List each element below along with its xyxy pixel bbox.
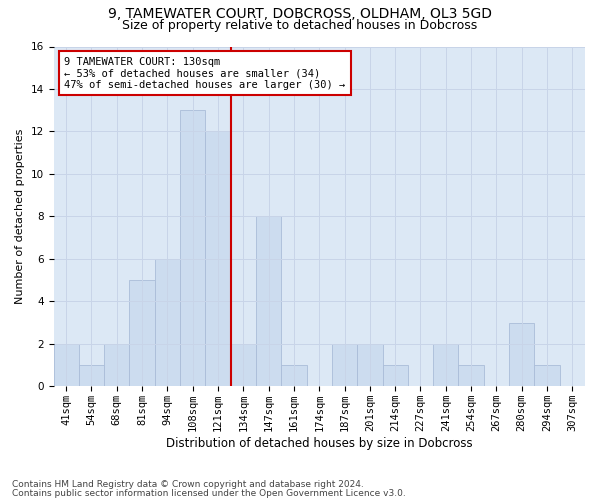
Text: 9 TAMEWATER COURT: 130sqm
← 53% of detached houses are smaller (34)
47% of semi-: 9 TAMEWATER COURT: 130sqm ← 53% of detac… [64, 56, 346, 90]
X-axis label: Distribution of detached houses by size in Dobcross: Distribution of detached houses by size … [166, 437, 473, 450]
Y-axis label: Number of detached properties: Number of detached properties [15, 128, 25, 304]
Bar [130, 280, 155, 386]
Text: Size of property relative to detached houses in Dobcross: Size of property relative to detached ho… [122, 18, 478, 32]
Bar [104, 344, 130, 387]
Bar [357, 344, 383, 387]
Text: 9, TAMEWATER COURT, DOBCROSS, OLDHAM, OL3 5GD: 9, TAMEWATER COURT, DOBCROSS, OLDHAM, OL… [108, 8, 492, 22]
Bar [155, 259, 180, 386]
Bar [79, 365, 104, 386]
Bar [53, 344, 79, 387]
Bar [433, 344, 458, 387]
Bar [281, 365, 307, 386]
Bar [383, 365, 408, 386]
Bar [256, 216, 281, 386]
Bar [458, 365, 484, 386]
Text: Contains public sector information licensed under the Open Government Licence v3: Contains public sector information licen… [12, 488, 406, 498]
Text: Contains HM Land Registry data © Crown copyright and database right 2024.: Contains HM Land Registry data © Crown c… [12, 480, 364, 489]
Bar [180, 110, 205, 386]
Bar [535, 365, 560, 386]
Bar [332, 344, 357, 387]
Bar [205, 132, 230, 386]
Bar [509, 322, 535, 386]
Bar [230, 344, 256, 387]
